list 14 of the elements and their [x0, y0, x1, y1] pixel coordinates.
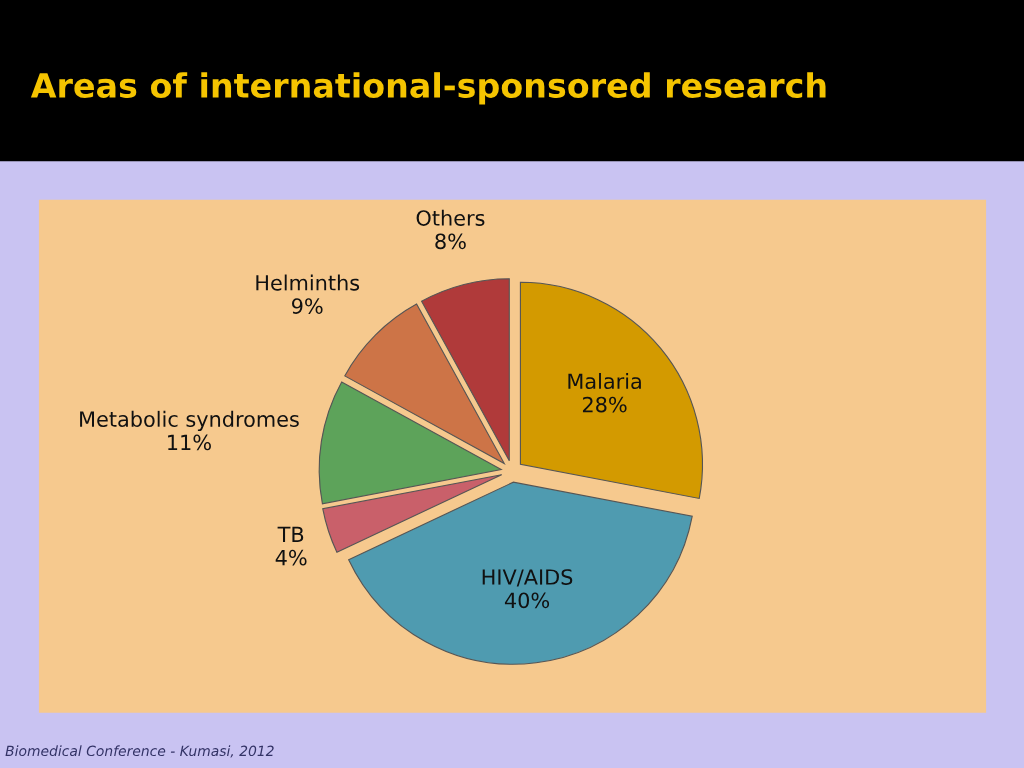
- slice-label: HIV/AIDS: [482, 569, 573, 587]
- slice-label: Others: [416, 209, 485, 226]
- data-label: 9%: [292, 298, 323, 314]
- data-label: 8%: [435, 233, 466, 250]
- slice-label: Helminths: [256, 274, 360, 291]
- text: Biomedical Conference - Kumasi, 2012: [5, 745, 274, 758]
- data-label: 28%: [582, 396, 627, 413]
- data-label: 4%: [275, 549, 307, 566]
- slice-label: TB: [277, 526, 304, 542]
- data-label: 11%: [168, 434, 211, 451]
- slice-label: Metabolic syndromes: [80, 410, 299, 432]
- data-label: 40%: [504, 592, 550, 609]
- chart-title: Areas of international-sponsored research: [30, 72, 826, 105]
- slice-label: Malaria: [568, 372, 641, 390]
